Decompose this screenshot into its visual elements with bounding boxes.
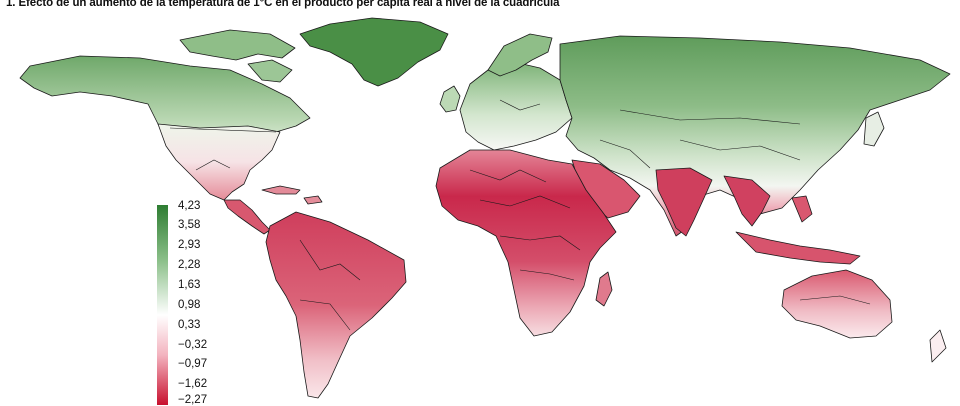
legend-color-bar [157, 205, 168, 405]
legend-label: 3,58 [178, 219, 201, 231]
greenland [299, 17, 449, 87]
australia [781, 269, 893, 339]
indonesia [735, 231, 861, 265]
arctic-islands [179, 29, 296, 61]
legend-label: 0,98 [178, 299, 201, 311]
legend-label: −1,62 [178, 378, 208, 390]
usa-mexico [157, 123, 281, 201]
legend-label: −0,97 [178, 358, 208, 370]
legend-label: 1,63 [178, 279, 201, 291]
africa [435, 149, 617, 337]
southeast-asia [723, 175, 771, 227]
south-america [265, 211, 407, 399]
legend-label: −2,27 [178, 394, 208, 406]
legend-label: −0,32 [178, 339, 208, 351]
legend-label: 0,33 [178, 319, 201, 331]
legend-label: 4,23 [178, 200, 201, 212]
scandinavia [487, 33, 553, 77]
map-title: 1. Efecto de un aumento de la temperatur… [6, 0, 560, 9]
europe [459, 61, 573, 151]
legend-label: 2,93 [178, 239, 201, 251]
india [655, 167, 713, 237]
legend-label: 2,28 [178, 259, 201, 271]
central-america [223, 199, 271, 235]
